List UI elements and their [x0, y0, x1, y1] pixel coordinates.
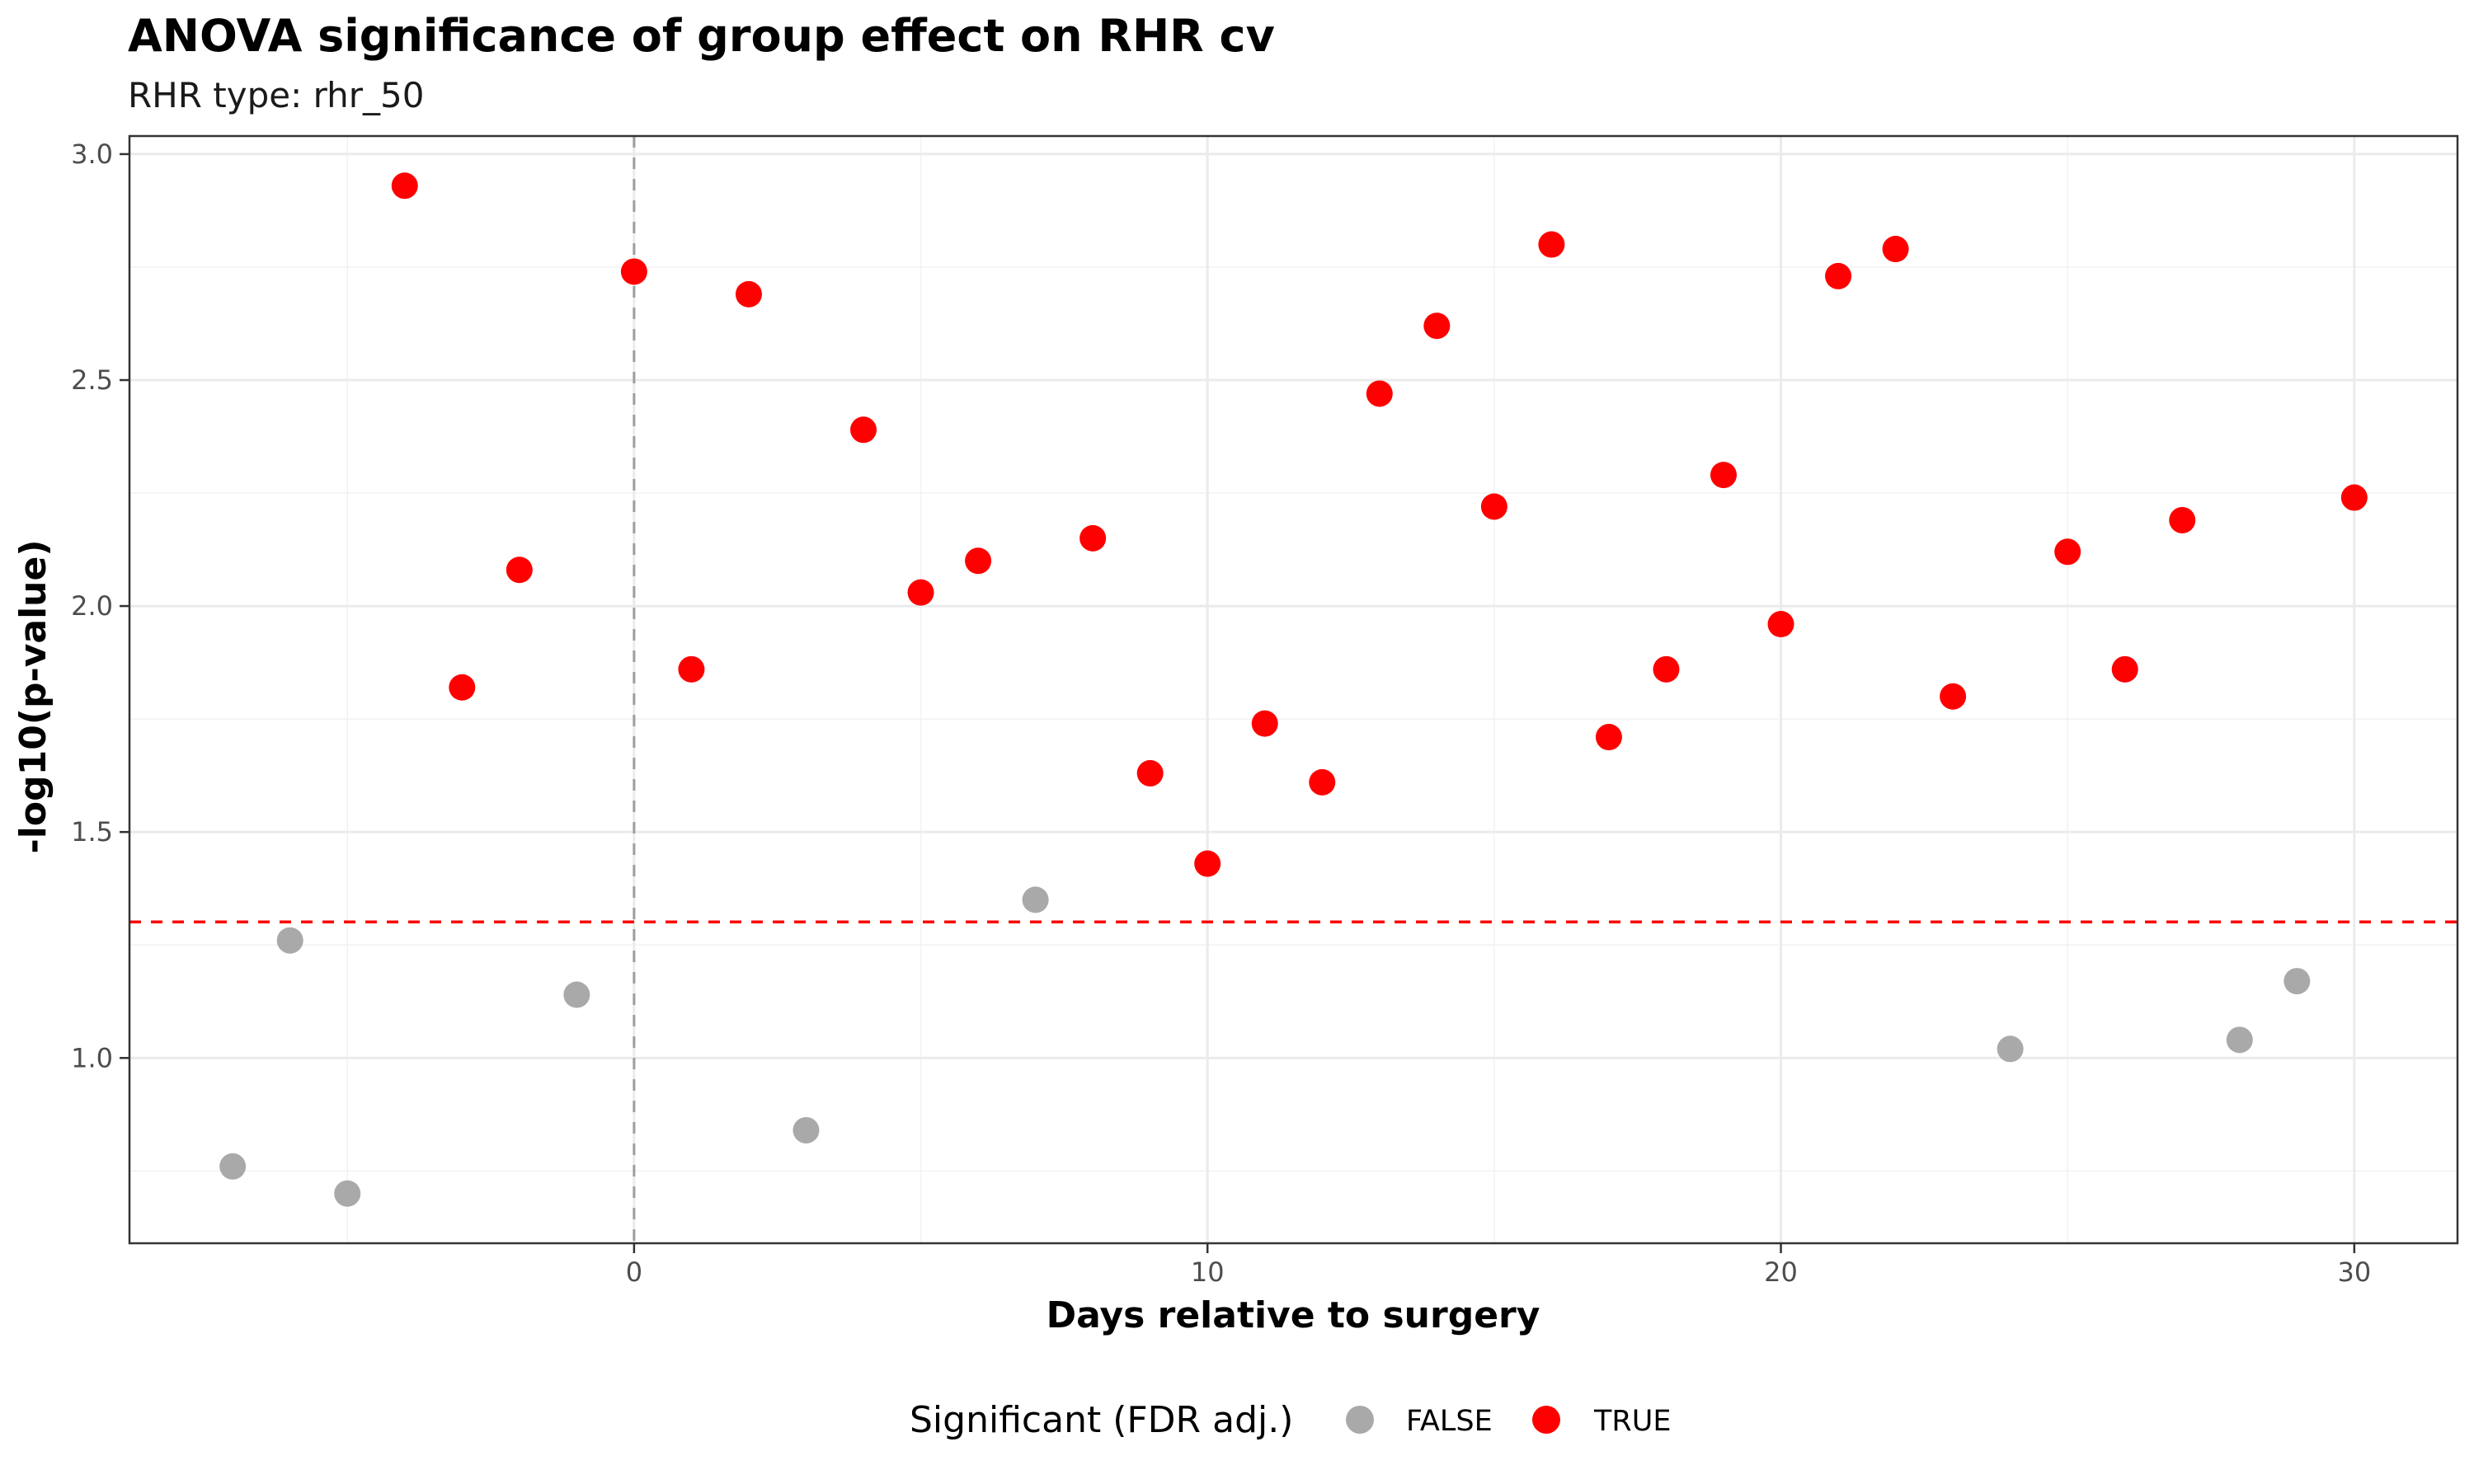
data-point-true	[1882, 236, 1909, 263]
x-axis-ticks: 0 10 20 30	[626, 1243, 2371, 1288]
x-axis-title: Days relative to surgery	[1047, 1294, 1540, 1336]
data-point-true	[735, 280, 762, 308]
data-point-false	[563, 981, 590, 1008]
data-point-true	[506, 556, 533, 584]
y-axis-ticks: 1.0 1.5 2.0 2.5 3.0	[71, 139, 129, 1073]
chart-subtitle: RHR type: rhr_50	[128, 75, 424, 115]
data-point-true	[1653, 655, 1680, 683]
legend-title: Significant (FDR adj.)	[910, 1399, 1293, 1441]
data-point-false	[2226, 1026, 2253, 1054]
legend-label-false: FALSE	[1406, 1405, 1493, 1438]
chart-title: ANOVA significance of group effect on RH…	[128, 10, 1275, 62]
data-point-false	[334, 1180, 361, 1207]
plot-panel-border	[128, 134, 2459, 1245]
data-point-true	[1595, 724, 1622, 751]
y-tick-label: 2.0	[71, 590, 113, 622]
data-point-false	[1997, 1036, 2024, 1063]
data-point-true	[1079, 524, 1107, 552]
data-point-true	[1366, 380, 1393, 407]
data-point-false	[793, 1116, 820, 1144]
data-point-true	[2340, 484, 2368, 511]
data-point-true	[1480, 493, 1507, 520]
reference-lines	[129, 136, 2458, 1243]
data-point-false	[276, 927, 303, 954]
y-tick-label: 1.5	[71, 816, 113, 848]
data-points	[219, 172, 2368, 1207]
legend: Significant (FDR adj.) FALSE TRUE	[910, 1399, 1671, 1441]
legend-key-false	[1346, 1406, 1374, 1434]
data-point-true	[965, 547, 992, 575]
data-point-true	[1710, 462, 1737, 489]
x-tick-label: 20	[1764, 1256, 1798, 1288]
x-tick-label: 10	[1191, 1256, 1225, 1288]
legend-label-true: TRUE	[1593, 1405, 1671, 1438]
data-point-true	[1423, 312, 1451, 340]
data-point-true	[1940, 683, 1967, 710]
data-point-true	[1309, 768, 1336, 796]
y-axis-title: -log10(p-value)	[12, 540, 54, 854]
data-point-true	[391, 172, 418, 200]
data-point-true	[1538, 231, 1565, 258]
data-point-true	[1825, 262, 1852, 289]
data-point-true	[1194, 850, 1221, 877]
data-point-true	[2111, 655, 2138, 683]
data-point-true	[1767, 611, 1794, 638]
data-point-false	[219, 1153, 247, 1180]
data-point-true	[1136, 759, 1164, 787]
data-point-true	[620, 258, 647, 285]
x-tick-label: 0	[626, 1256, 642, 1288]
x-tick-label: 30	[2337, 1256, 2371, 1288]
data-point-false	[1022, 886, 1049, 913]
data-point-true	[2054, 538, 2081, 566]
grid	[129, 136, 2458, 1243]
data-point-true	[2169, 506, 2196, 533]
data-point-true	[1251, 710, 1278, 737]
y-tick-label: 3.0	[71, 139, 113, 170]
data-point-true	[678, 655, 705, 683]
y-tick-label: 1.0	[71, 1042, 113, 1073]
data-point-true	[449, 674, 476, 701]
legend-key-true	[1532, 1406, 1560, 1434]
data-point-false	[2284, 968, 2311, 995]
data-point-true	[850, 416, 877, 444]
data-point-true	[907, 579, 934, 606]
y-tick-label: 2.5	[71, 364, 113, 396]
